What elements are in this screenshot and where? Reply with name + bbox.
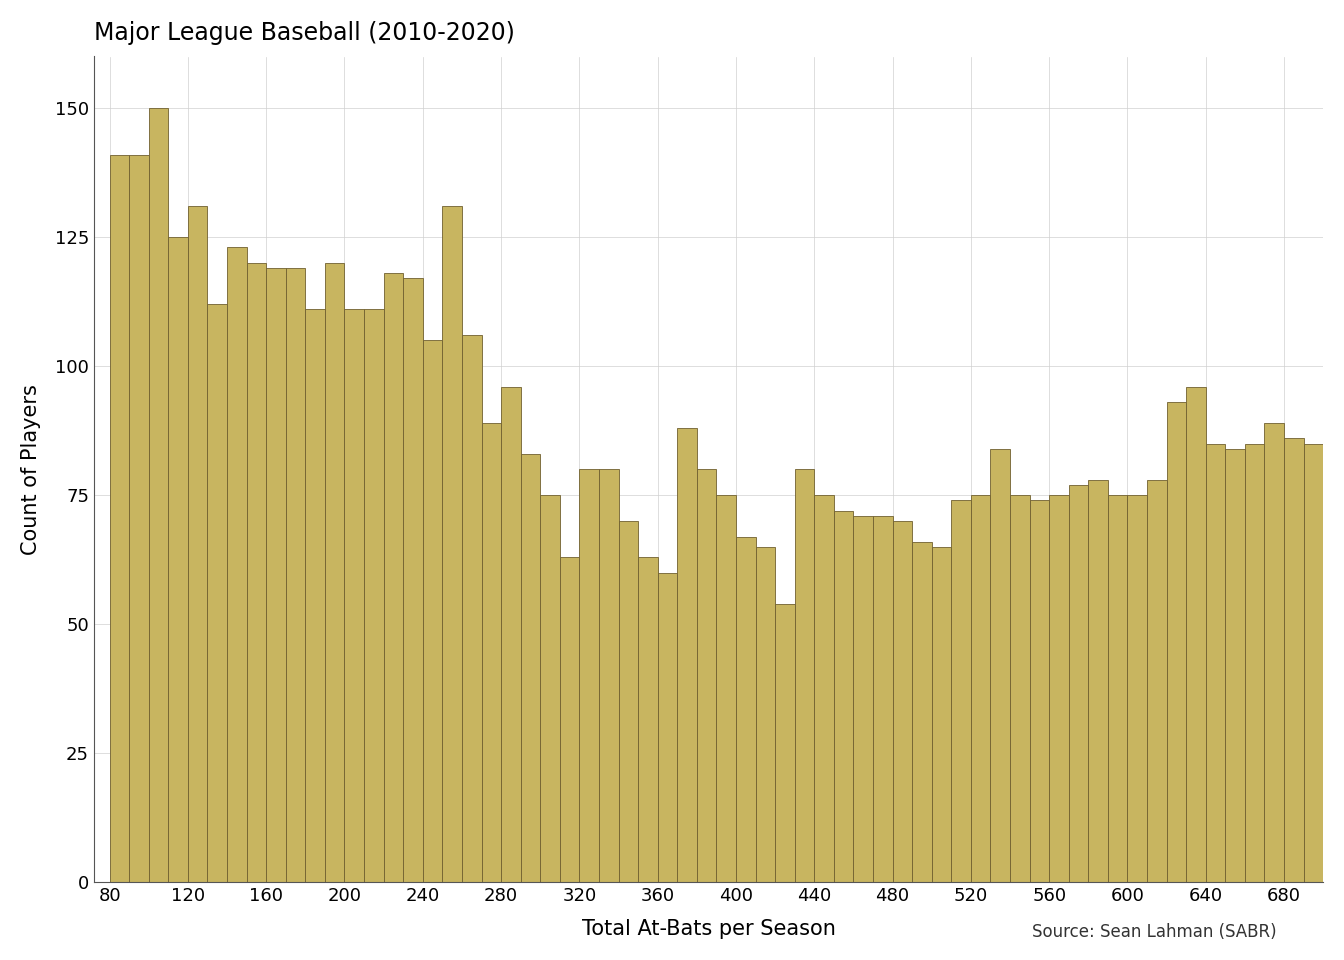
Y-axis label: Count of Players: Count of Players [22,384,40,555]
Bar [853,516,874,882]
Bar [1128,495,1146,882]
Bar [227,248,247,882]
Bar [442,206,462,882]
Bar [892,521,913,882]
Bar [1167,402,1187,882]
Bar [481,423,501,882]
Bar [168,237,188,882]
Text: Source: Sean Lahman (SABR): Source: Sean Lahman (SABR) [1032,923,1277,941]
Bar [579,469,599,882]
Bar [1187,387,1206,882]
Bar [1068,485,1089,882]
Bar [677,428,696,882]
Bar [814,495,833,882]
Bar [657,573,677,882]
Bar [1009,495,1030,882]
Bar [874,516,892,882]
X-axis label: Total At-Bats per Season: Total At-Bats per Season [582,919,836,939]
Bar [696,469,716,882]
Bar [188,206,207,882]
Bar [618,521,638,882]
Bar [755,547,775,882]
Bar [403,278,423,882]
Bar [129,155,149,882]
Bar [520,454,540,882]
Bar [1265,423,1284,882]
Bar [1322,469,1343,882]
Bar [1050,495,1068,882]
Bar [599,469,618,882]
Bar [1284,439,1304,882]
Bar [540,495,560,882]
Bar [110,155,129,882]
Bar [383,274,403,882]
Bar [286,268,305,882]
Bar [149,108,168,882]
Bar [207,304,227,882]
Bar [1245,444,1265,882]
Bar [737,537,755,882]
Bar [462,335,481,882]
Bar [247,263,266,882]
Bar [266,268,286,882]
Bar [364,309,383,882]
Bar [1030,500,1050,882]
Bar [970,495,991,882]
Bar [913,541,931,882]
Bar [931,547,952,882]
Bar [991,449,1009,882]
Bar [952,500,970,882]
Bar [833,511,853,882]
Bar [1107,495,1128,882]
Bar [344,309,364,882]
Bar [716,495,737,882]
Bar [560,557,579,882]
Bar [1304,444,1322,882]
Bar [1146,480,1167,882]
Bar [638,557,657,882]
Bar [1226,449,1245,882]
Bar [1206,444,1226,882]
Bar [794,469,814,882]
Text: Major League Baseball (2010-2020): Major League Baseball (2010-2020) [94,21,515,45]
Bar [305,309,325,882]
Bar [501,387,520,882]
Bar [1089,480,1107,882]
Bar [775,604,794,882]
Bar [423,341,442,882]
Bar [325,263,344,882]
